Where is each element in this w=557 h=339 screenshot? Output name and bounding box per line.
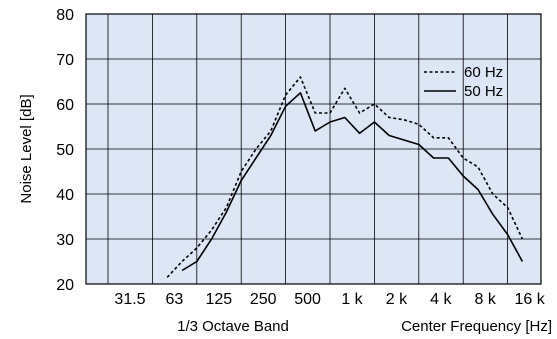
- y-tick-label: 40: [56, 187, 74, 204]
- series-layer: [166, 76, 524, 278]
- y-axis-ticks: 20 30 40 50 60 70 80: [56, 7, 74, 294]
- legend: 60 Hz 50 Hz: [424, 64, 503, 100]
- legend-label: 50 Hz: [464, 83, 503, 100]
- y-tick-label: 30: [56, 232, 74, 249]
- x-tick-label: 500: [294, 291, 321, 308]
- x-axis-unit-label: Center Frequency [Hz]: [401, 318, 552, 335]
- y-tick-label: 70: [56, 52, 74, 69]
- x-tick-label: 8 k: [475, 291, 497, 308]
- series-line-50-hz: [181, 92, 524, 272]
- y-tick-label: 80: [56, 7, 74, 24]
- y-axis-label: Noise Level [dB]: [18, 94, 35, 203]
- x-tick-label: 63: [166, 291, 184, 308]
- x-tick-label: 2 k: [386, 291, 408, 308]
- x-tick-label: 250: [250, 291, 277, 308]
- x-tick-label: 31.5: [114, 291, 145, 308]
- x-tick-label: 4 k: [430, 291, 452, 308]
- x-axis-label: 1/3 Octave Band: [177, 318, 289, 335]
- x-tick-label: 16 k: [514, 291, 545, 308]
- series-line-60-hz: [166, 76, 524, 278]
- y-tick-label: 20: [56, 277, 74, 294]
- x-axis-ticks: 31.5 63 125 250 500 1 k 2 k 4 k 8 k 16 k: [114, 291, 545, 308]
- legend-label: 60 Hz: [464, 64, 503, 81]
- plot-frame: [85, 13, 542, 285]
- grid: [86, 13, 541, 285]
- y-tick-label: 60: [56, 97, 74, 114]
- y-tick-label: 50: [56, 142, 74, 159]
- x-tick-label: 125: [205, 291, 232, 308]
- x-tick-label: 1 k: [341, 291, 363, 308]
